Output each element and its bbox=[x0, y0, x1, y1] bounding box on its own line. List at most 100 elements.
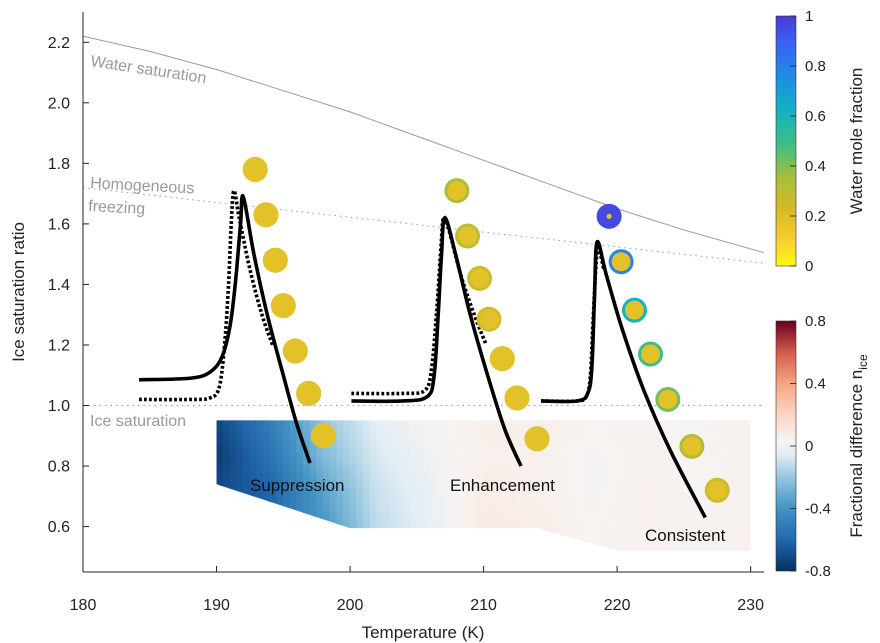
y-tick-label: 0.8 bbox=[48, 459, 70, 476]
heatmap-cell bbox=[683, 420, 691, 427]
heatmap-cell bbox=[476, 507, 484, 514]
heatmap-cell bbox=[242, 507, 251, 514]
heatmap-cell bbox=[656, 442, 665, 449]
heatmap-cell bbox=[590, 501, 598, 508]
heatmap-cell bbox=[650, 523, 658, 530]
heatmap-cell bbox=[550, 452, 558, 459]
heatmap-cell bbox=[376, 545, 384, 551]
heatmap-cell bbox=[443, 523, 451, 530]
heatmap-cell bbox=[530, 507, 538, 514]
droplet-core bbox=[262, 247, 288, 273]
heatmap-cell bbox=[343, 474, 351, 481]
heatmap-cell bbox=[683, 517, 691, 524]
heatmap-cell bbox=[303, 507, 311, 514]
heatmap-cell bbox=[596, 447, 605, 454]
heatmap-cell bbox=[743, 534, 751, 541]
heatmap-cell bbox=[610, 545, 618, 551]
heatmap-cell bbox=[429, 469, 438, 476]
heatmap-cell bbox=[730, 474, 738, 481]
heatmap-cell bbox=[643, 507, 651, 514]
heatmap-cell bbox=[343, 528, 351, 535]
heatmap-cell bbox=[523, 458, 531, 465]
heatmap-cell bbox=[476, 442, 484, 449]
heatmap-cell bbox=[610, 447, 618, 454]
heatmap-cell bbox=[503, 469, 511, 476]
heatmap-cell bbox=[356, 512, 364, 519]
heatmap-cell bbox=[276, 545, 284, 551]
heatmap-cell bbox=[269, 469, 277, 476]
heatmap-cell bbox=[383, 463, 391, 470]
heatmap-cell bbox=[396, 442, 404, 449]
heatmap-cell bbox=[536, 545, 544, 551]
heatmap-cell bbox=[503, 420, 511, 427]
heatmap-cell bbox=[550, 463, 558, 470]
heatmap-cell bbox=[496, 458, 504, 465]
heatmap-cell bbox=[349, 447, 358, 454]
heatmap-cell bbox=[309, 463, 317, 470]
heatmap-cell bbox=[670, 420, 678, 427]
heatmap-cell bbox=[276, 425, 284, 432]
heatmap-cell bbox=[523, 528, 531, 535]
heatmap-cell bbox=[643, 469, 651, 476]
heatmap-cell bbox=[663, 496, 671, 503]
heatmap-cell bbox=[383, 539, 391, 546]
heatmap-cell bbox=[369, 480, 378, 487]
heatmap-cell bbox=[509, 452, 518, 459]
heatmap-cell bbox=[570, 539, 578, 546]
heatmap-cell bbox=[743, 469, 751, 476]
heatmap-cell bbox=[683, 501, 691, 508]
heatmap-cell bbox=[536, 512, 544, 519]
heatmap-cell bbox=[463, 496, 471, 503]
heatmap-cell bbox=[423, 447, 431, 454]
heatmap-cell bbox=[269, 512, 277, 519]
heatmap-cell bbox=[703, 463, 711, 470]
heatmap-cell bbox=[563, 528, 571, 535]
heatmap-cell bbox=[323, 523, 331, 530]
heatmap-cell bbox=[670, 463, 678, 470]
heatmap-cell bbox=[509, 523, 518, 530]
droplet-core bbox=[682, 436, 702, 456]
heatmap-cell bbox=[363, 447, 371, 454]
heatmap-cell bbox=[222, 420, 231, 427]
heatmap-cell bbox=[456, 496, 464, 503]
heatmap-cell bbox=[356, 425, 364, 432]
heatmap-cell bbox=[262, 474, 271, 481]
heatmap-cell bbox=[576, 474, 585, 481]
heatmap-cell bbox=[476, 485, 484, 492]
heatmap-cell bbox=[596, 528, 605, 535]
heatmap-cell bbox=[530, 539, 538, 546]
heatmap-cell bbox=[630, 539, 638, 546]
heatmap-cell bbox=[403, 523, 411, 530]
heatmap-cell bbox=[229, 458, 237, 465]
heatmap-cell bbox=[216, 512, 224, 519]
colorbar-tick-label: 0 bbox=[805, 258, 813, 275]
heatmap-cell bbox=[636, 458, 645, 465]
heatmap-cell bbox=[249, 528, 257, 535]
heatmap-cell bbox=[616, 431, 625, 438]
heatmap-cell bbox=[663, 517, 671, 524]
heatmap-cell bbox=[563, 490, 571, 497]
heatmap-cell bbox=[242, 512, 251, 519]
heatmap-cell bbox=[730, 501, 738, 508]
heatmap-cell bbox=[463, 517, 471, 524]
heatmap-cell bbox=[236, 436, 244, 443]
x-tick-label: 200 bbox=[337, 597, 364, 614]
heatmap-cell bbox=[316, 469, 324, 476]
heatmap-cell bbox=[676, 436, 685, 443]
heatmap-cell bbox=[429, 447, 438, 454]
heatmap-cell bbox=[489, 490, 498, 497]
droplet-core bbox=[606, 213, 612, 219]
heatmap-cell bbox=[556, 436, 565, 443]
heatmap-cell bbox=[643, 528, 651, 535]
heatmap-cell bbox=[249, 458, 257, 465]
heatmap-cell bbox=[449, 436, 458, 443]
heatmap-cell bbox=[369, 436, 378, 443]
heatmap-cell bbox=[716, 545, 725, 551]
heatmap-cell bbox=[516, 512, 524, 519]
heatmap-cell bbox=[596, 490, 605, 497]
heatmap-cell bbox=[723, 539, 731, 546]
heatmap-cell bbox=[309, 469, 317, 476]
heatmap-cell bbox=[736, 442, 745, 449]
heatmap-cell bbox=[222, 447, 231, 454]
heatmap-cell bbox=[716, 517, 725, 524]
